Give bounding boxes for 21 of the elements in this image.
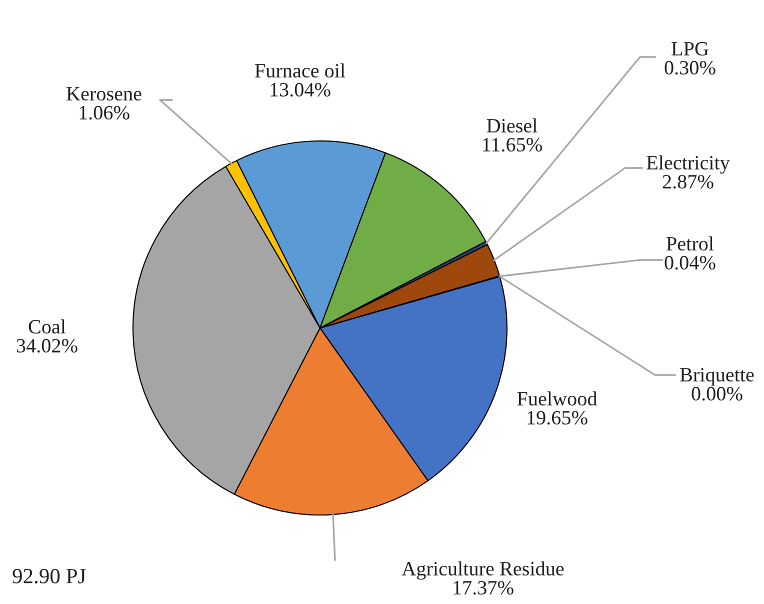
category-label: Briquette [680, 368, 754, 386]
slice-label: Coal [28, 319, 66, 334]
data-label: 13.04% [270, 82, 330, 97]
data-label: 1.06% [80, 106, 130, 120]
slice-label: Diesel [486, 118, 538, 133]
data-label: 19.65% [528, 410, 588, 425]
text: 0.00% [692, 386, 742, 401]
data-label: 34.02% [16, 338, 78, 353]
data-label: 2.87% [662, 174, 714, 189]
text: 92.90 PJ [12, 568, 86, 584]
slice-label: Kerosene [66, 87, 142, 101]
slice-label: Petrol [666, 236, 714, 251]
data-label: 0.04% [664, 256, 716, 270]
data-label: 17.37% [454, 580, 514, 595]
slice-label: Furnace oil [255, 63, 346, 78]
slice-label: Agriculture Residue [402, 561, 564, 580]
slice-label: Fuelwood [517, 391, 598, 406]
slice-label: LPG [672, 42, 708, 56]
data-label: 11.65% [483, 138, 542, 152]
slice-label: Electricity [646, 155, 730, 174]
data-label: 0.30% [664, 60, 716, 75]
